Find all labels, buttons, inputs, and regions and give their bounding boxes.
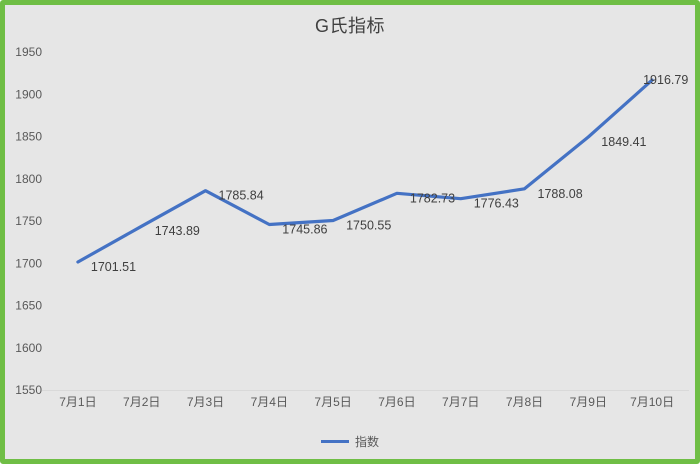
x-axis-tick-label: 7月10日 — [630, 395, 674, 409]
y-axis-tick-label: 1550 — [15, 383, 42, 397]
data-point-label: 1776.43 — [474, 197, 519, 211]
data-point-label: 1750.55 — [346, 219, 391, 233]
x-axis-tick-label: 7月7日 — [442, 395, 479, 409]
y-axis-tick-label: 1600 — [15, 341, 42, 355]
y-axis-tick-label: 1850 — [15, 130, 42, 144]
data-point-label: 1743.89 — [155, 224, 200, 238]
legend-line-icon — [320, 440, 349, 443]
data-point-label: 1745.86 — [282, 222, 327, 236]
x-axis-tick-label: 7月8日 — [506, 395, 543, 409]
data-point-label: 1701.51 — [91, 260, 136, 274]
data-point-label: 1788.08 — [538, 187, 583, 201]
y-axis-tick-label: 1950 — [15, 45, 42, 59]
x-axis-tick-label: 7月3日 — [187, 395, 224, 409]
x-axis-tick-label: 7月9日 — [570, 395, 607, 409]
legend: 指数 — [5, 433, 695, 450]
data-point-label: 1916.79 — [643, 73, 688, 87]
y-axis-tick-label: 1900 — [15, 87, 42, 101]
line-chart-canvas: 1550 1600 1650 1700 1750 1800 1850 1900 1950 7月1日… — [15, 45, 689, 409]
x-axis-tick-label: 7月5日 — [314, 395, 351, 409]
data-point-label: 1849.41 — [601, 135, 646, 149]
x-axis-tick-label: 7月1日 — [59, 395, 96, 409]
y-axis-tick-label: 1750 — [15, 214, 42, 228]
chart-title: G氏指标 — [314, 16, 385, 36]
x-axis-tick-label: 7月6日 — [378, 395, 415, 409]
data-point-label: 1782.73 — [410, 191, 455, 205]
y-axis-tick-label: 1650 — [15, 299, 42, 313]
y-axis-tick-label: 1700 — [15, 256, 42, 270]
x-axis-tick-label: 7月2日 — [123, 395, 160, 409]
series-line — [76, 78, 654, 264]
data-point-label: 1785.84 — [219, 189, 264, 203]
legend-series-label: 指数 — [354, 435, 379, 449]
x-axis-tick-label: 7月4日 — [251, 395, 288, 409]
y-axis-tick-label: 1800 — [15, 172, 42, 186]
